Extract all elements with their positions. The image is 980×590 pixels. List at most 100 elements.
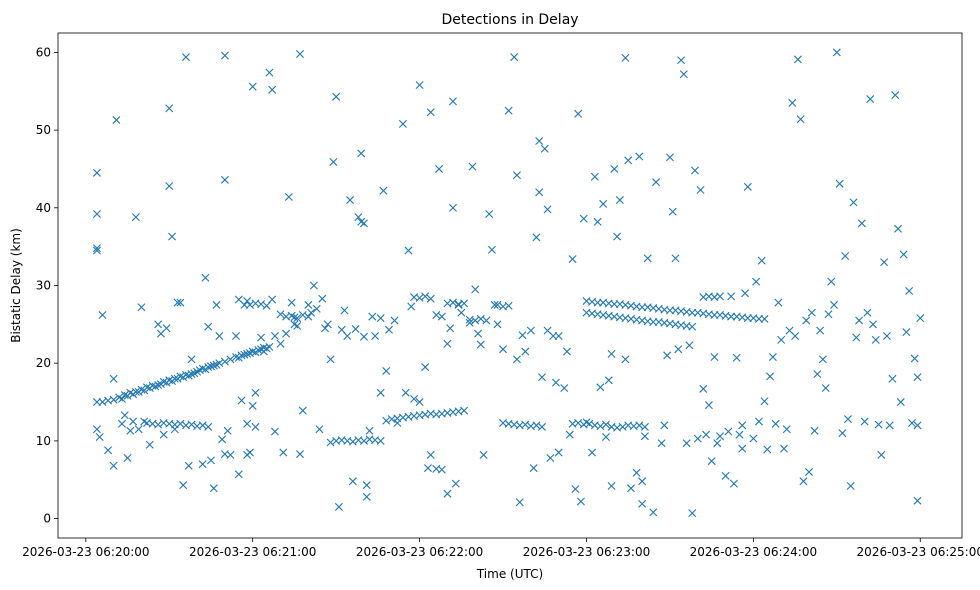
data-point <box>607 349 616 358</box>
data-point <box>371 332 380 340</box>
data-point <box>565 430 574 439</box>
data-point <box>696 185 705 194</box>
data-point <box>379 186 388 195</box>
data-point <box>632 468 641 477</box>
data-point <box>321 324 330 333</box>
data-point <box>888 374 897 383</box>
data-point <box>276 310 285 319</box>
data-point <box>540 144 549 153</box>
data-point <box>535 188 544 197</box>
data-point <box>716 432 724 441</box>
data-point <box>326 355 335 364</box>
data-point <box>640 422 649 431</box>
data-point <box>607 481 616 490</box>
data-point <box>588 448 597 457</box>
y-axis-label: Bistatic Delay (km) <box>9 228 23 343</box>
data-point <box>551 378 560 387</box>
data-point <box>668 207 677 216</box>
data-point <box>474 329 483 338</box>
data-point <box>760 397 769 406</box>
data-point <box>568 255 577 264</box>
data-point <box>471 316 480 325</box>
data-point <box>791 332 800 340</box>
data-point <box>601 433 610 441</box>
data-point <box>92 425 101 434</box>
data-point <box>732 353 741 362</box>
data-point <box>916 314 925 323</box>
data-point <box>92 244 101 253</box>
data-point <box>640 432 649 441</box>
data-point <box>713 439 722 448</box>
data-point <box>882 332 891 340</box>
data-point <box>198 460 207 469</box>
data-point <box>810 426 819 435</box>
data-point <box>92 168 101 177</box>
data-point <box>385 325 393 334</box>
data-point <box>223 426 232 435</box>
data-point <box>735 430 744 439</box>
data-point <box>254 345 263 354</box>
data-point <box>407 302 416 311</box>
data-point <box>618 422 627 431</box>
data-point <box>693 434 702 443</box>
data-point <box>240 300 249 309</box>
data-point <box>529 464 538 473</box>
data-point <box>448 97 457 106</box>
data-point <box>270 427 279 436</box>
data-point <box>348 437 357 446</box>
data-point <box>296 49 304 58</box>
data-point <box>896 398 905 407</box>
data-point <box>276 339 285 348</box>
data-point <box>535 137 544 145</box>
data-point <box>410 394 419 403</box>
data-point <box>846 481 855 490</box>
data-point <box>487 245 496 254</box>
data-point <box>638 499 647 508</box>
data-point <box>465 318 474 327</box>
data-point <box>357 149 366 158</box>
data-point <box>512 355 521 364</box>
data-point <box>599 199 608 208</box>
data-point <box>109 374 118 383</box>
data-point <box>448 298 457 307</box>
data-point <box>674 345 683 354</box>
data-point <box>179 481 188 490</box>
data-point <box>643 254 652 263</box>
data-point <box>729 479 738 488</box>
data-point <box>318 294 327 303</box>
data-point <box>596 383 605 392</box>
data-point <box>232 352 241 361</box>
data-point <box>92 210 101 219</box>
data-point <box>727 292 736 301</box>
data-point <box>563 347 572 356</box>
data-point <box>368 312 377 321</box>
data-point <box>907 419 916 428</box>
data-point <box>168 232 177 241</box>
data-point <box>206 456 215 465</box>
data-point <box>346 196 355 205</box>
data-point <box>204 363 213 372</box>
data-point <box>393 419 402 428</box>
data-point <box>738 421 747 430</box>
data-point <box>209 484 218 493</box>
data-point <box>504 106 513 115</box>
y-tick-label: 50 <box>36 123 51 137</box>
data-point <box>415 398 424 407</box>
data-point <box>137 385 146 394</box>
data-point <box>835 179 844 188</box>
data-point <box>702 430 711 439</box>
data-point <box>601 420 610 429</box>
data-point <box>560 384 569 393</box>
data-point <box>512 171 521 180</box>
data-point <box>340 306 349 315</box>
data-point <box>181 53 190 62</box>
data-point <box>343 332 352 340</box>
data-point <box>198 364 207 373</box>
data-point <box>721 471 730 480</box>
data-point <box>98 311 107 320</box>
data-point <box>131 213 140 222</box>
data-point <box>209 361 218 370</box>
data-point <box>159 377 168 386</box>
data-point <box>891 91 900 100</box>
data-point <box>220 175 229 184</box>
